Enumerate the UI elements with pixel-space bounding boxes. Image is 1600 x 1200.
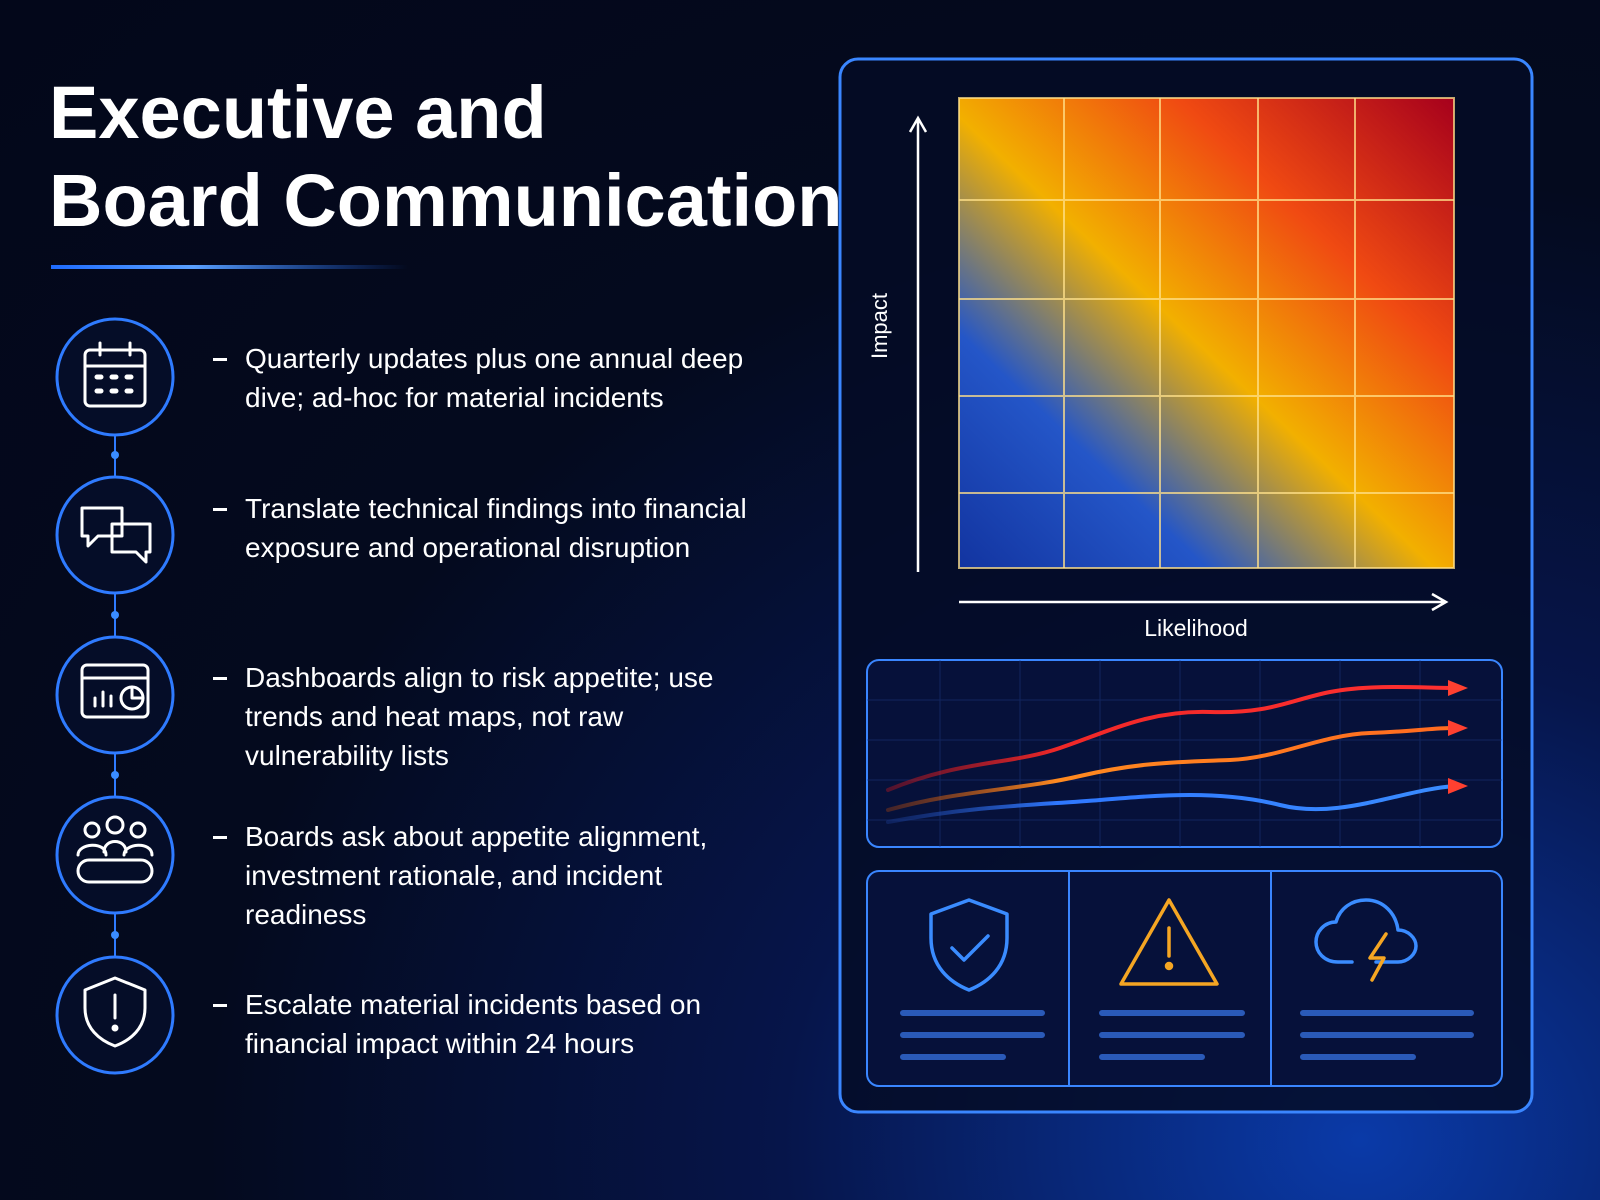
title-line: Board Communication — [49, 159, 842, 242]
bullet-text: Quarterly updates plus one annual deep d… — [213, 339, 765, 417]
divider — [51, 265, 408, 269]
placeholder-lines — [900, 1010, 1474, 1060]
icon-circles — [55, 317, 175, 1075]
title-line: Executive and — [49, 71, 547, 154]
axes — [908, 115, 1449, 612]
heat-grid — [958, 97, 1455, 569]
y-axis-label: Impact — [867, 293, 892, 359]
bullet-text: Escalate material incidents based on fin… — [213, 985, 765, 1063]
connector-dots — [111, 451, 119, 939]
x-axis-label: Likelihood — [1144, 615, 1248, 641]
trend-arrows — [1448, 680, 1468, 794]
bullet-text: Dashboards align to risk appetite; use t… — [213, 658, 765, 775]
trend-lines — [886, 685, 1457, 824]
trend-box — [866, 659, 1503, 848]
trend-grid — [867, 660, 1502, 847]
bullet-text: Boards ask about appetite alignment, inv… — [213, 817, 745, 934]
status-dividers — [1068, 871, 1272, 1086]
status-icons — [929, 898, 1418, 992]
bullet-text: Translate technical findings into financ… — [213, 489, 765, 567]
icons — [76, 341, 154, 1048]
heat-map — [959, 98, 1454, 568]
